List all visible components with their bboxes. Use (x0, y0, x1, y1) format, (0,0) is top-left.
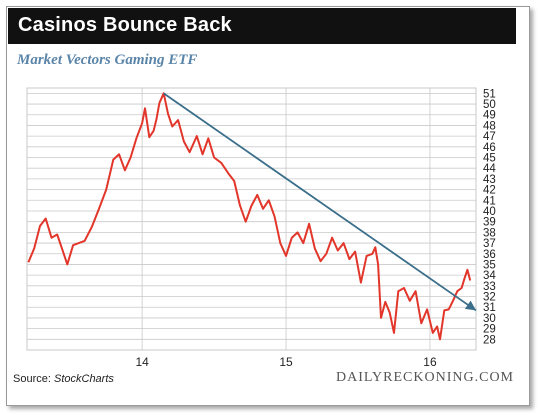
y-tick-label: 43 (483, 174, 496, 186)
source-note: Source: StockCharts (13, 373, 114, 385)
series-lines (27, 92, 477, 341)
y-tick-label: 45 (483, 153, 496, 165)
y-tick-label: 36 (483, 249, 496, 261)
x-axis-ticks: 14 15 16 (135, 355, 436, 369)
title-bar: Casinos Bounce Back (8, 8, 516, 44)
y-tick-label: 39 (483, 217, 496, 229)
y-tick-label: 38 (483, 227, 496, 239)
plot-frame (26, 87, 477, 351)
y-tick-label: 34 (483, 270, 496, 282)
y-tick-label: 40 (483, 206, 496, 218)
y-tick-label: 35 (483, 259, 496, 271)
y-tick-label: 48 (483, 120, 496, 132)
source-prefix: Source: (13, 373, 51, 385)
price-series-line (27, 92, 472, 341)
y-tick-label: 42 (483, 185, 496, 197)
y-tick-label: 49 (483, 110, 496, 122)
y-tick-label: 32 (483, 292, 496, 304)
x-tick-label: 14 (135, 355, 149, 369)
source-name: StockCharts (53, 373, 114, 385)
y-tick-label: 44 (483, 163, 496, 175)
y-tick-label: 31 (483, 302, 496, 314)
brand-label: DAILYRECKONING.COM (336, 370, 514, 385)
x-tick-label: 15 (279, 355, 293, 369)
y-tick-label: 41 (483, 195, 496, 207)
y-tick-label: 50 (483, 99, 496, 111)
y-tick-label: 29 (483, 324, 496, 336)
y-tick-label: 37 (483, 238, 496, 250)
chart-subtitle: Market Vectors Gaming ETF (17, 52, 198, 68)
chart-grid (26, 87, 477, 351)
trend-arrowhead (464, 300, 476, 311)
page-title: Casinos Bounce Back (18, 14, 232, 36)
y-tick-label: 46 (483, 142, 496, 154)
y-tick-label: 33 (483, 281, 496, 293)
trend-line (163, 92, 477, 312)
y-axis-ticks: 2829303132333435363738394041424344454647… (483, 88, 496, 346)
y-tick-label: 28 (483, 334, 496, 346)
y-tick-label: 30 (483, 313, 496, 325)
y-tick-label: 51 (483, 88, 496, 100)
y-tick-label: 47 (483, 131, 496, 143)
x-tick-label: 16 (423, 355, 437, 369)
